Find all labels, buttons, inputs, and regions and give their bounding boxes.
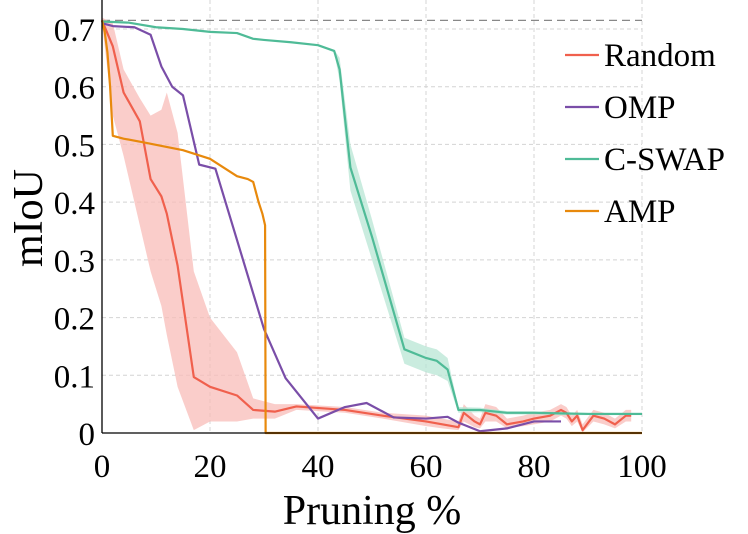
series-line-random bbox=[100, 19, 632, 432]
y-tick-label: 0.6 bbox=[54, 71, 95, 107]
legend-label-c-swap: C-SWAP bbox=[604, 142, 725, 178]
legend-label-amp: AMP bbox=[604, 194, 676, 230]
band-layer bbox=[102, 17, 642, 433]
tick-layer: 0 20 40 60 80 100 0 0.1 0.2 0.3 0.4 0.5 0.6 0.7 bbox=[54, 13, 667, 485]
grid-layer bbox=[102, 0, 643, 433]
legend-label-random: Random bbox=[604, 38, 716, 74]
y-tick-label: 0.2 bbox=[54, 302, 95, 338]
x-tick-label: 0 bbox=[94, 449, 111, 485]
x-tick-label: 40 bbox=[302, 449, 335, 485]
y-tick-label: 0.5 bbox=[54, 128, 95, 164]
x-tick-label: 100 bbox=[617, 449, 667, 485]
y-tick-label: 0 bbox=[79, 417, 96, 453]
x-tick-label: 20 bbox=[194, 449, 227, 485]
series-line-omp bbox=[101, 22, 561, 433]
x-tick-label: 80 bbox=[518, 449, 551, 485]
y-tick-label: 0.7 bbox=[54, 13, 95, 49]
x-tick-label: 60 bbox=[410, 449, 443, 485]
y-tick-label: 0.4 bbox=[54, 186, 95, 222]
y-axis-label: mIoU bbox=[6, 169, 52, 267]
x-axis-label: Pruning % bbox=[283, 488, 462, 534]
axes-layer bbox=[101, 0, 642, 434]
y-tick-label: 0.1 bbox=[54, 359, 95, 395]
y-tick-label: 0.3 bbox=[54, 244, 95, 280]
series-line-c-swap bbox=[101, 20, 642, 416]
legend-label-omp: OMP bbox=[604, 90, 676, 126]
legend: Random OMP C-SWAP AMP bbox=[565, 38, 725, 230]
